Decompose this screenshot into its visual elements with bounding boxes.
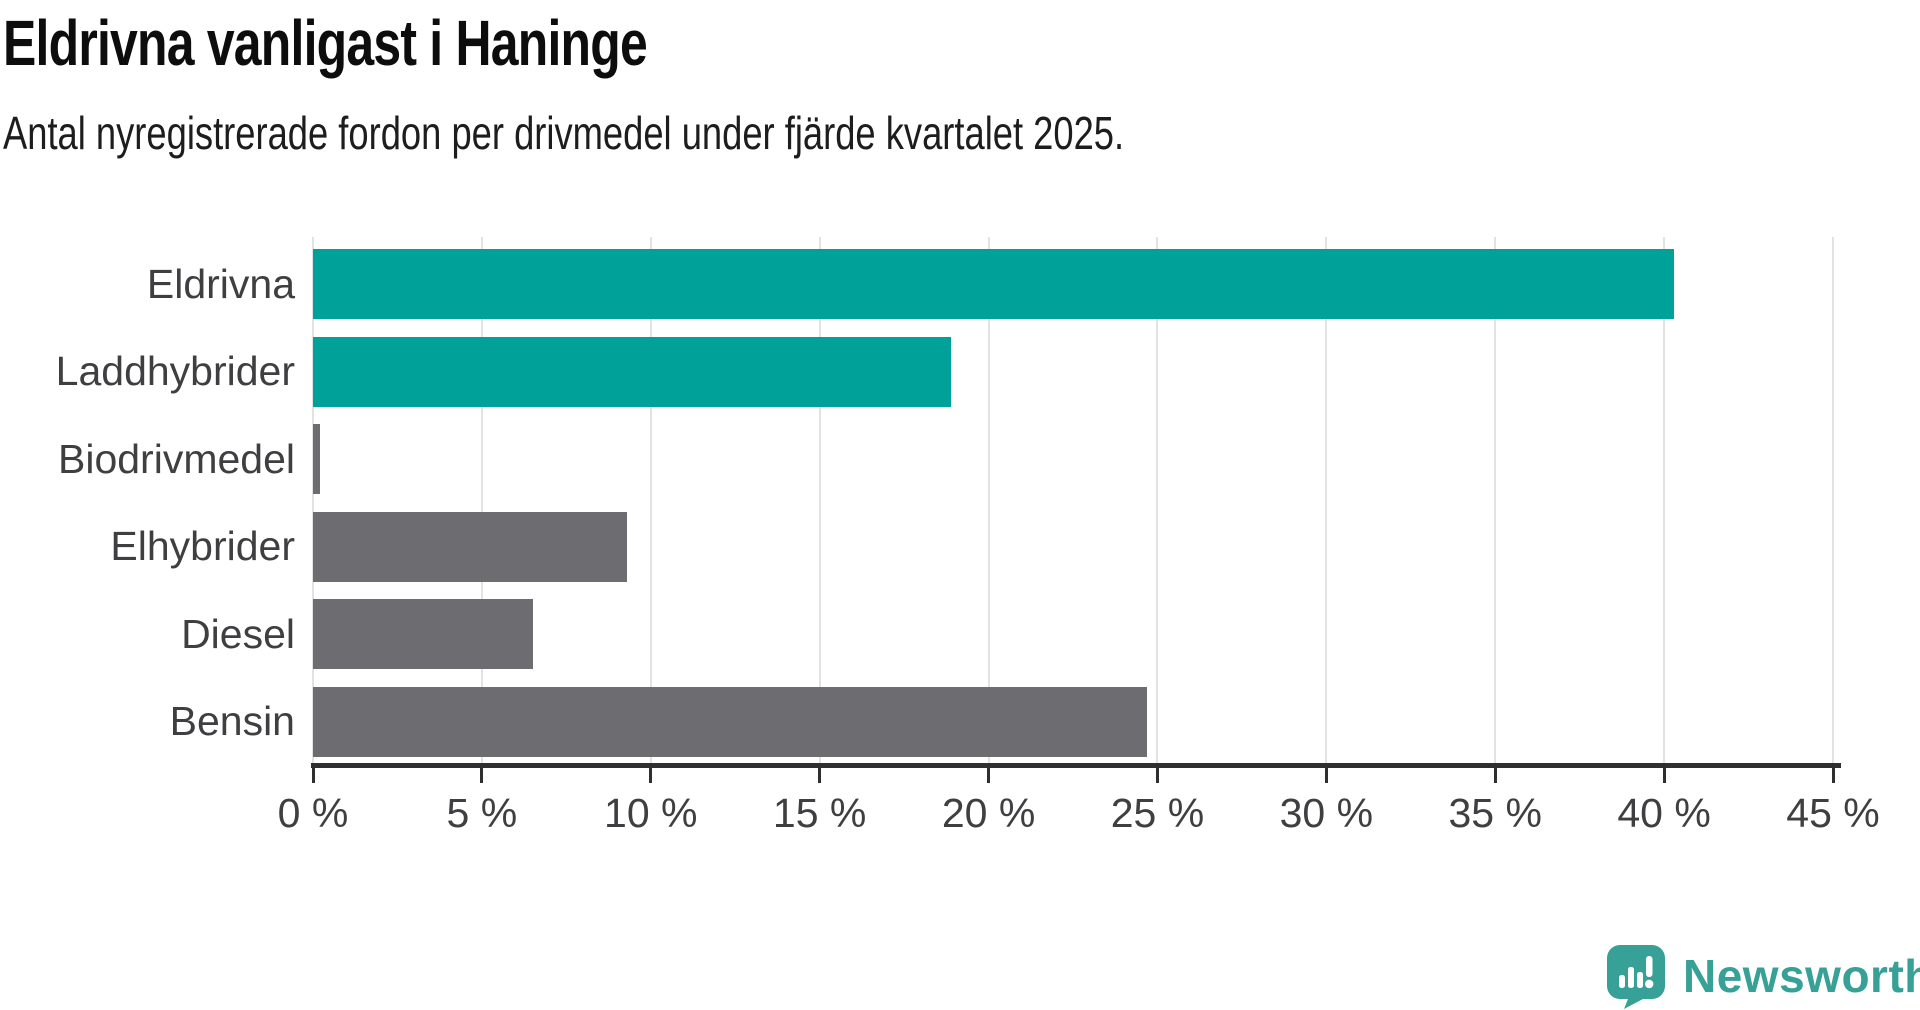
x-tick-label-20: 20 % <box>941 790 1036 836</box>
bar-eldrivna <box>313 249 1675 319</box>
x-tick-label-30: 30 % <box>1279 790 1374 836</box>
x-tick-label-15: 15 % <box>772 790 867 836</box>
x-tick-label-25: 25 % <box>1110 790 1205 836</box>
gridline-45 <box>1832 237 1834 765</box>
gridline-25 <box>1156 237 1159 765</box>
x-tick-label-35: 35 % <box>1448 790 1542 836</box>
bar-diesel <box>313 599 533 669</box>
x-tick-15 <box>818 766 822 783</box>
x-tick-5 <box>480 766 484 783</box>
chart-subtitle: Antal nyregistrerade fordon per drivmede… <box>3 107 1125 159</box>
newsworthy-logo-text: Newsworthy <box>1683 950 1920 1002</box>
x-tick-label-0: 0 % <box>277 790 349 836</box>
gridline-10 <box>649 237 652 765</box>
bar-biodrivmedel <box>313 424 320 494</box>
plot-area <box>312 237 1834 765</box>
x-tick-label-10: 10 % <box>604 790 698 836</box>
gridline-5 <box>480 237 483 765</box>
category-label-laddhybrider: Laddhybrider <box>55 348 295 394</box>
category-label-bensin: Bensin <box>169 698 295 744</box>
category-label-elhybrider: Elhybrider <box>110 523 295 569</box>
gridline-15 <box>818 237 821 765</box>
gridline-0 <box>312 237 314 765</box>
newsworthy-logo-icon <box>1607 945 1665 1009</box>
gridline-40 <box>1663 237 1666 765</box>
category-label-eldrivna: Eldrivna <box>146 260 295 307</box>
x-tick-label-5: 5 % <box>446 790 518 836</box>
category-label-biodrivmedel: Biodrivmedel <box>58 435 295 482</box>
bar-laddhybrider <box>313 336 952 407</box>
x-axis-line <box>311 763 1841 768</box>
bar-elhybrider <box>313 511 628 582</box>
gridline-30 <box>1325 237 1328 765</box>
x-tick-0 <box>311 766 315 783</box>
x-tick-label-40: 40 % <box>1617 790 1711 836</box>
x-tick-40 <box>1662 766 1666 783</box>
bar-bensin <box>313 686 1148 757</box>
gridline-35 <box>1494 237 1497 765</box>
newsworthy-logo: Newsworthy <box>1607 945 1920 1009</box>
category-label-diesel: Diesel <box>181 610 295 657</box>
x-tick-45 <box>1831 766 1835 783</box>
chart-title: Eldrivna vanligast i Haninge <box>3 7 648 79</box>
x-tick-30 <box>1324 766 1328 783</box>
x-tick-35 <box>1493 766 1497 783</box>
x-tick-25 <box>1155 766 1159 783</box>
gridline-20 <box>987 237 990 765</box>
x-tick-label-45: 45 % <box>1786 790 1880 836</box>
x-tick-20 <box>987 766 991 783</box>
x-tick-10 <box>649 766 653 783</box>
